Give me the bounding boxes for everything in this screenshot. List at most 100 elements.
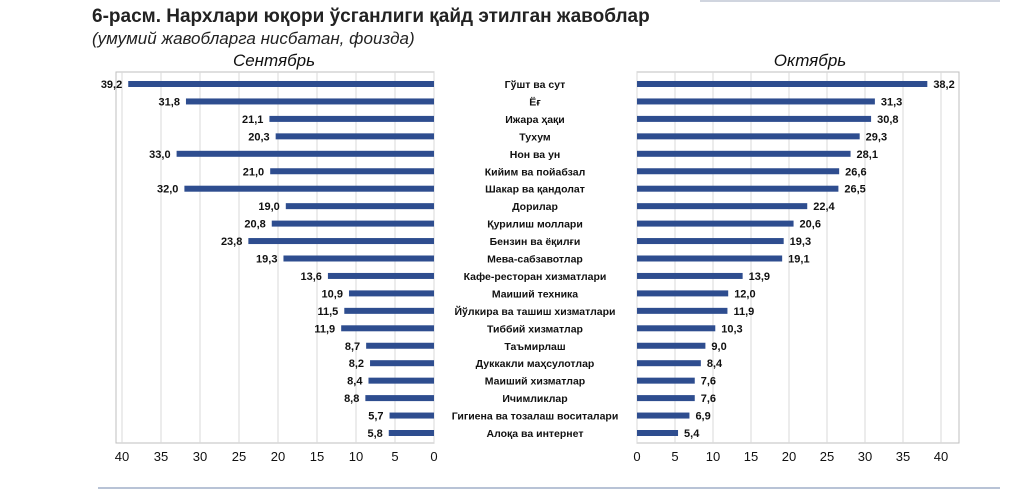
category-label: Маиший техника xyxy=(492,288,578,300)
left-data-label: 19,3 xyxy=(256,254,277,266)
page-subtitle: (умумий жавобларга нисбатан, фоизда) xyxy=(92,29,415,48)
left-bar xyxy=(269,115,434,122)
left-bar xyxy=(368,377,434,384)
left-x-tick-label: 35 xyxy=(154,449,168,464)
category-label: Бензин ва ёқилғи xyxy=(490,236,581,248)
bottom-decorative-rule xyxy=(98,487,1000,489)
category-label: Алоқа ва интернет xyxy=(487,428,584,440)
left-bar xyxy=(270,168,434,175)
left-bar xyxy=(388,430,434,436)
right-bar xyxy=(637,360,701,367)
category-label: Тиббий хизматлар xyxy=(487,323,583,335)
right-bar xyxy=(637,342,706,349)
left-data-label: 5,7 xyxy=(368,411,383,423)
left-data-label: 33,0 xyxy=(149,149,170,161)
category-label: Дорилар xyxy=(512,201,558,213)
category-label: Ичимликлар xyxy=(502,393,567,405)
category-label: Нон ва ун xyxy=(510,149,561,161)
right-bar xyxy=(637,98,875,105)
left-x-tick-label: 5 xyxy=(391,449,398,464)
left-x-tick-label: 0 xyxy=(430,449,437,464)
left-data-label: 8,4 xyxy=(347,376,363,388)
right-bar xyxy=(637,272,743,279)
right-x-tick-label: 20 xyxy=(782,449,796,464)
right-data-label: 5,4 xyxy=(684,428,700,440)
left-bar xyxy=(389,412,434,419)
left-bar xyxy=(184,185,434,192)
category-label: Йўлкира ва ташиш хизматлари xyxy=(455,305,616,318)
right-data-label: 30,8 xyxy=(877,114,898,126)
right-data-label: 20,6 xyxy=(800,219,821,231)
left-x-tick-label: 10 xyxy=(349,449,363,464)
right-data-label: 19,3 xyxy=(790,236,811,248)
left-bar xyxy=(285,203,434,210)
category-label: Кийим ва пойабзал xyxy=(485,166,586,178)
left-data-label: 11,5 xyxy=(317,306,338,318)
right-bar xyxy=(637,325,716,332)
right-data-label: 29,3 xyxy=(866,131,887,143)
category-label: Маиший хизматлар xyxy=(485,376,585,388)
right-bar xyxy=(637,238,784,245)
right-data-label: 7,6 xyxy=(701,393,716,405)
right-data-label: 26,5 xyxy=(844,184,865,196)
category-label: Таъмирлаш xyxy=(504,341,565,353)
left-bar xyxy=(370,360,434,367)
right-bar xyxy=(637,430,679,436)
right-bar xyxy=(637,115,872,122)
right-bar xyxy=(637,290,729,297)
category-label: Тухум xyxy=(519,131,551,143)
right-data-label: 26,6 xyxy=(845,166,866,178)
left-data-label: 32,0 xyxy=(157,184,178,196)
top-decorative-rule xyxy=(700,0,1000,2)
right-data-label: 31,3 xyxy=(881,96,902,108)
left-bar xyxy=(176,150,434,157)
left-bar xyxy=(248,238,434,245)
left-data-label: 8,8 xyxy=(344,393,359,405)
right-data-label: 6,9 xyxy=(695,411,710,423)
right-data-label: 9,0 xyxy=(711,341,726,353)
left-data-label: 21,1 xyxy=(242,114,263,126)
right-data-label: 11,9 xyxy=(733,306,754,318)
right-bar xyxy=(637,203,808,210)
category-label: Кафе-ресторан хизматлари xyxy=(464,271,607,283)
left-data-label: 8,7 xyxy=(345,341,360,353)
category-label: Гигиена ва тозалаш воситалари xyxy=(452,411,619,423)
left-bar xyxy=(366,342,434,349)
category-label: Мева-сабзавотлар xyxy=(487,254,583,266)
right-bar xyxy=(637,150,851,157)
right-data-label: 13,9 xyxy=(749,271,770,283)
right-bar xyxy=(637,255,783,262)
left-bar xyxy=(271,220,434,227)
right-bar xyxy=(637,220,794,227)
right-data-label: 28,1 xyxy=(857,149,878,161)
left-x-tick-label: 15 xyxy=(310,449,324,464)
left-data-label: 23,8 xyxy=(221,236,242,248)
category-label: Гўшт ва сут xyxy=(505,79,566,91)
right-x-tick-label: 15 xyxy=(744,449,758,464)
page-title: 6-расм. Нархлари юқори ўсганлиги қайд эт… xyxy=(92,6,650,27)
category-label: Ижара ҳақи xyxy=(505,114,565,126)
right-data-label: 7,6 xyxy=(701,376,716,388)
left-bar xyxy=(348,290,434,297)
left-data-label: 8,2 xyxy=(349,358,364,370)
category-label: Қурилиш моллари xyxy=(487,219,583,231)
right-data-label: 8,4 xyxy=(707,358,723,370)
right-data-label: 38,2 xyxy=(933,79,954,91)
left-x-tick-label: 30 xyxy=(193,449,207,464)
right-data-label: 19,1 xyxy=(788,254,809,266)
left-data-label: 13,6 xyxy=(300,271,321,283)
right-x-tick-label: 25 xyxy=(820,449,834,464)
right-bar xyxy=(637,133,860,140)
right-bar xyxy=(637,307,728,314)
right-x-tick-label: 5 xyxy=(671,449,678,464)
left-bar xyxy=(275,133,434,140)
left-bar xyxy=(341,325,434,332)
right-x-tick-label: 30 xyxy=(858,449,872,464)
left-x-tick-label: 25 xyxy=(232,449,246,464)
category-label: Дуккакли маҳсулотлар xyxy=(476,358,595,370)
right-data-label: 10,3 xyxy=(721,323,742,335)
left-series-name: Сентябрь xyxy=(233,51,315,70)
category-label: Ёғ xyxy=(529,95,541,108)
right-bar xyxy=(637,412,690,419)
right-x-tick-label: 40 xyxy=(934,449,948,464)
